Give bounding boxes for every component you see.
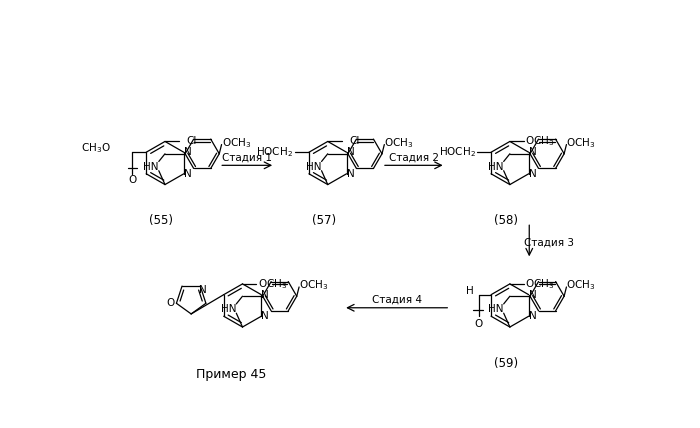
Text: O: O xyxy=(128,175,136,185)
Text: HN: HN xyxy=(144,162,159,172)
Text: Стадия 3: Стадия 3 xyxy=(524,237,573,247)
Text: CH$_3$O: CH$_3$O xyxy=(81,142,111,155)
Text: OCH$_3$: OCH$_3$ xyxy=(384,136,414,150)
Text: N: N xyxy=(184,169,192,179)
Text: HN: HN xyxy=(488,162,504,172)
Text: OCH$_3$: OCH$_3$ xyxy=(526,277,555,291)
Text: N: N xyxy=(528,311,536,321)
Text: Cl: Cl xyxy=(187,137,197,146)
Text: (55): (55) xyxy=(149,214,173,227)
Text: HOCH$_2$: HOCH$_2$ xyxy=(439,146,475,159)
Text: Стадия 4: Стадия 4 xyxy=(372,294,421,304)
Text: N: N xyxy=(261,311,269,321)
Text: N: N xyxy=(184,147,192,157)
Text: Пример 45: Пример 45 xyxy=(196,368,266,381)
Text: OCH$_3$: OCH$_3$ xyxy=(258,277,288,291)
Text: Стадия 1: Стадия 1 xyxy=(222,153,272,163)
Text: N: N xyxy=(261,290,269,300)
Text: HN: HN xyxy=(488,304,504,314)
Text: Cl: Cl xyxy=(349,137,360,146)
Text: N: N xyxy=(346,147,354,157)
Text: OCH$_3$: OCH$_3$ xyxy=(526,134,555,149)
Text: HN: HN xyxy=(306,162,321,172)
Text: N: N xyxy=(528,169,536,179)
Text: HN: HN xyxy=(220,304,237,314)
Text: OCH$_3$: OCH$_3$ xyxy=(566,279,596,292)
Text: N: N xyxy=(346,169,354,179)
Text: HOCH$_2$: HOCH$_2$ xyxy=(256,146,293,159)
Text: N: N xyxy=(199,285,207,295)
Text: OCH$_3$: OCH$_3$ xyxy=(566,136,596,150)
Text: O: O xyxy=(475,319,483,329)
Text: N: N xyxy=(528,290,536,300)
Text: O: O xyxy=(166,298,174,308)
Text: (59): (59) xyxy=(494,357,518,370)
Text: Стадия 2: Стадия 2 xyxy=(389,153,439,163)
Text: OCH$_3$: OCH$_3$ xyxy=(299,279,328,292)
Text: N: N xyxy=(528,147,536,157)
Text: (58): (58) xyxy=(494,214,518,227)
Text: (57): (57) xyxy=(312,214,336,227)
Text: H: H xyxy=(466,286,474,296)
Text: OCH$_3$: OCH$_3$ xyxy=(222,136,251,150)
